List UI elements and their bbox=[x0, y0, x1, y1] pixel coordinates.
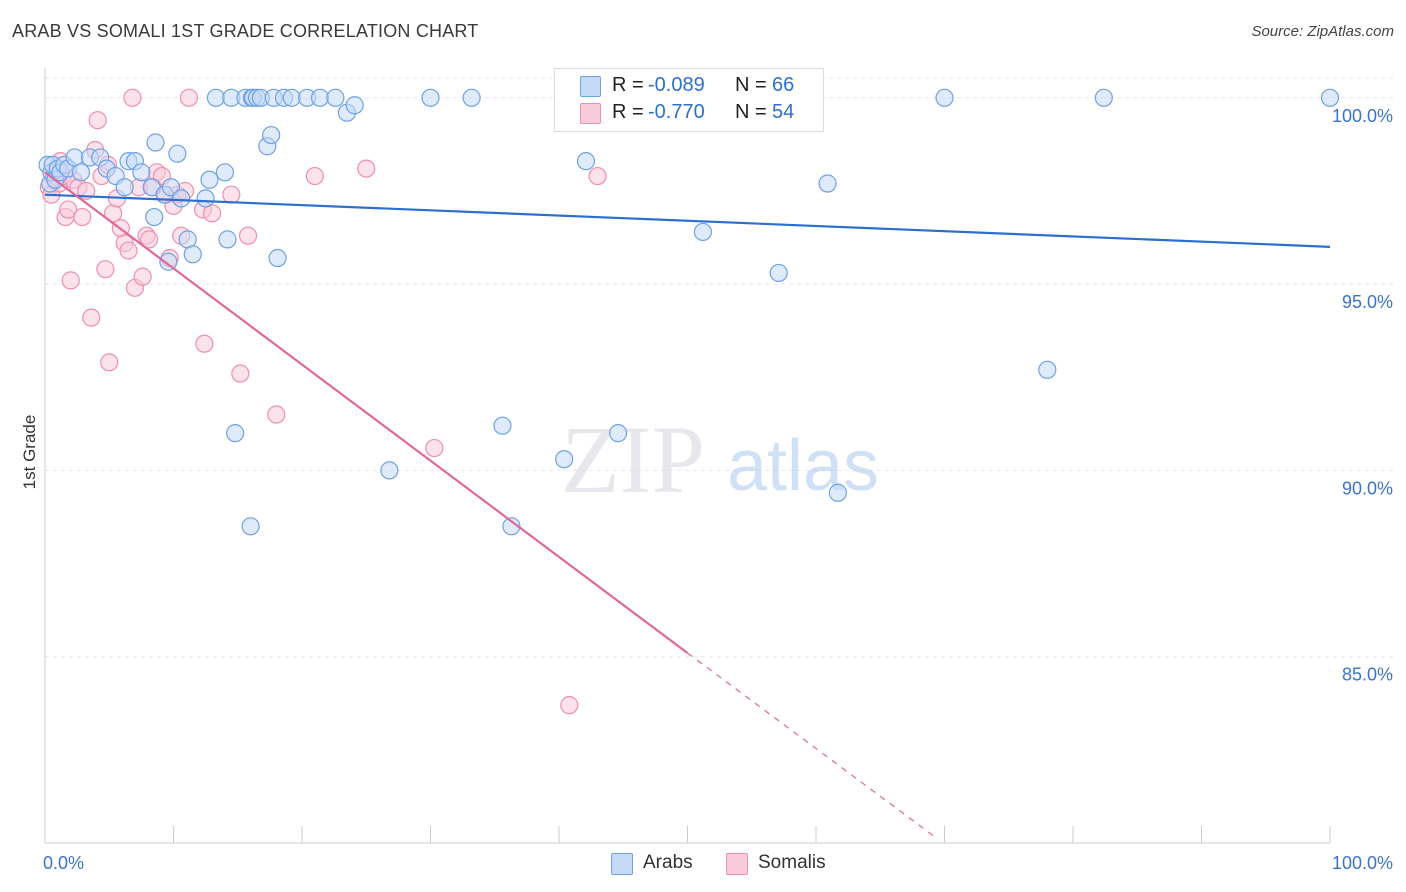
r-label: R = bbox=[612, 74, 644, 96]
arabs-point bbox=[555, 450, 574, 469]
arabs-trend-line bbox=[44, 193, 1331, 248]
arabs-point bbox=[168, 144, 187, 163]
arabs-point bbox=[1094, 88, 1113, 107]
somalis-point bbox=[139, 230, 159, 249]
y-tick-label: 85.0% bbox=[1342, 665, 1393, 685]
arabs-point bbox=[215, 163, 234, 182]
arabs-point bbox=[493, 416, 512, 435]
somalis-point bbox=[305, 166, 324, 186]
somalis-point bbox=[59, 200, 78, 219]
arabs-point bbox=[310, 88, 330, 107]
arabs-r-value: -0.089 bbox=[648, 74, 705, 96]
watermark-zip: ZIP bbox=[561, 406, 705, 513]
somalis-legend-label: Somalis bbox=[758, 852, 826, 873]
somalis-point bbox=[119, 241, 138, 260]
somalis-point bbox=[357, 159, 376, 178]
somalis-point bbox=[82, 308, 101, 327]
tick-labels: 85.0% 90.0% 95.0% 100.0% 0.0% 100.0% bbox=[43, 106, 1393, 873]
somalis-point bbox=[123, 88, 142, 107]
arabs-point bbox=[380, 461, 399, 480]
arabs-point bbox=[769, 263, 788, 283]
arabs-point bbox=[693, 222, 713, 242]
y-tick-label: 90.0% bbox=[1342, 478, 1393, 498]
r-label: R = bbox=[612, 101, 644, 123]
arabs-point bbox=[935, 88, 954, 107]
stats-row-somalis: R = -0.770 N = 54 bbox=[555, 101, 823, 127]
somalis-point bbox=[133, 267, 152, 286]
arabs-point bbox=[282, 88, 301, 107]
arabs-point bbox=[196, 189, 215, 208]
arabs-swatch bbox=[580, 76, 601, 97]
arabs-point bbox=[71, 163, 91, 182]
gridlines bbox=[45, 77, 1393, 658]
arabs-point bbox=[818, 174, 837, 193]
arabs-point bbox=[828, 483, 847, 502]
arabs-point bbox=[609, 424, 628, 443]
somalis-point bbox=[61, 271, 80, 290]
y-axis-title: 1st Grade bbox=[20, 415, 39, 490]
somalis-point bbox=[179, 88, 199, 107]
x-tick-label-start: 0.0% bbox=[43, 853, 84, 873]
somalis-point bbox=[588, 166, 607, 186]
arabs-point bbox=[145, 207, 164, 227]
arabs-point bbox=[146, 133, 165, 152]
arabs-point bbox=[326, 88, 345, 107]
somalis-swatch bbox=[580, 103, 601, 124]
watermark-atlas: atlas bbox=[727, 426, 879, 506]
somalis-point bbox=[238, 226, 258, 245]
y-tick-label: 100.0% bbox=[1332, 106, 1393, 126]
arabs-point bbox=[218, 230, 237, 249]
arabs-n-value: 66 bbox=[772, 74, 795, 96]
arabs-point bbox=[226, 424, 245, 443]
somalis-point bbox=[222, 185, 241, 204]
chart-title: ARAB VS SOMALI 1ST GRADE CORRELATION CHA… bbox=[12, 21, 479, 41]
somalis-point bbox=[88, 111, 107, 130]
arabs-point bbox=[262, 125, 281, 145]
somalis-trend-extension bbox=[687, 652, 939, 840]
source-label: Source: ZipAtlas.com bbox=[1251, 23, 1394, 40]
arabs-legend-swatch bbox=[611, 853, 633, 875]
arabs-point bbox=[1320, 88, 1340, 107]
stats-box: R = -0.089 N = 66 R = -0.770 N = 54 bbox=[554, 68, 824, 132]
somalis-point bbox=[100, 353, 119, 372]
arabs-legend-label: Arabs bbox=[643, 852, 693, 873]
arabs-point bbox=[462, 88, 481, 107]
n-label: N = bbox=[735, 101, 767, 123]
y-tick-label: 95.0% bbox=[1342, 292, 1393, 312]
somalis-point bbox=[425, 438, 444, 458]
watermark: ZIP atlas bbox=[561, 406, 879, 513]
somalis-n-value: 54 bbox=[772, 101, 795, 123]
stats-row-arabs: R = -0.089 N = 66 bbox=[555, 74, 823, 100]
somalis-r-value: -0.770 bbox=[648, 101, 705, 123]
somalis-point bbox=[231, 364, 250, 383]
somalis-point bbox=[195, 334, 214, 353]
somalis-legend-swatch bbox=[726, 853, 748, 875]
arabs-point bbox=[115, 178, 134, 197]
trend-lines bbox=[44, 171, 1331, 840]
arabs-point bbox=[183, 245, 202, 264]
arabs-point bbox=[206, 88, 226, 107]
x-tick-label-end: 100.0% bbox=[1332, 853, 1393, 873]
arabs-point bbox=[159, 252, 178, 271]
arabs-point bbox=[345, 96, 364, 115]
somalis-point bbox=[73, 207, 92, 227]
arabs-point bbox=[241, 517, 260, 536]
somalis-point bbox=[267, 405, 286, 424]
arabs-point bbox=[421, 88, 440, 107]
arabs-point bbox=[172, 189, 191, 208]
somalis-point bbox=[96, 260, 115, 279]
arabs-point bbox=[268, 248, 287, 268]
arabs-point bbox=[161, 178, 181, 197]
arabs-point bbox=[200, 170, 219, 189]
arabs-points bbox=[38, 88, 1340, 536]
somalis-trend-line bbox=[44, 171, 689, 654]
n-label: N = bbox=[735, 74, 767, 96]
arabs-point bbox=[576, 152, 596, 171]
arabs-point bbox=[132, 163, 151, 182]
arabs-point bbox=[1038, 360, 1057, 379]
somalis-point bbox=[560, 696, 579, 715]
